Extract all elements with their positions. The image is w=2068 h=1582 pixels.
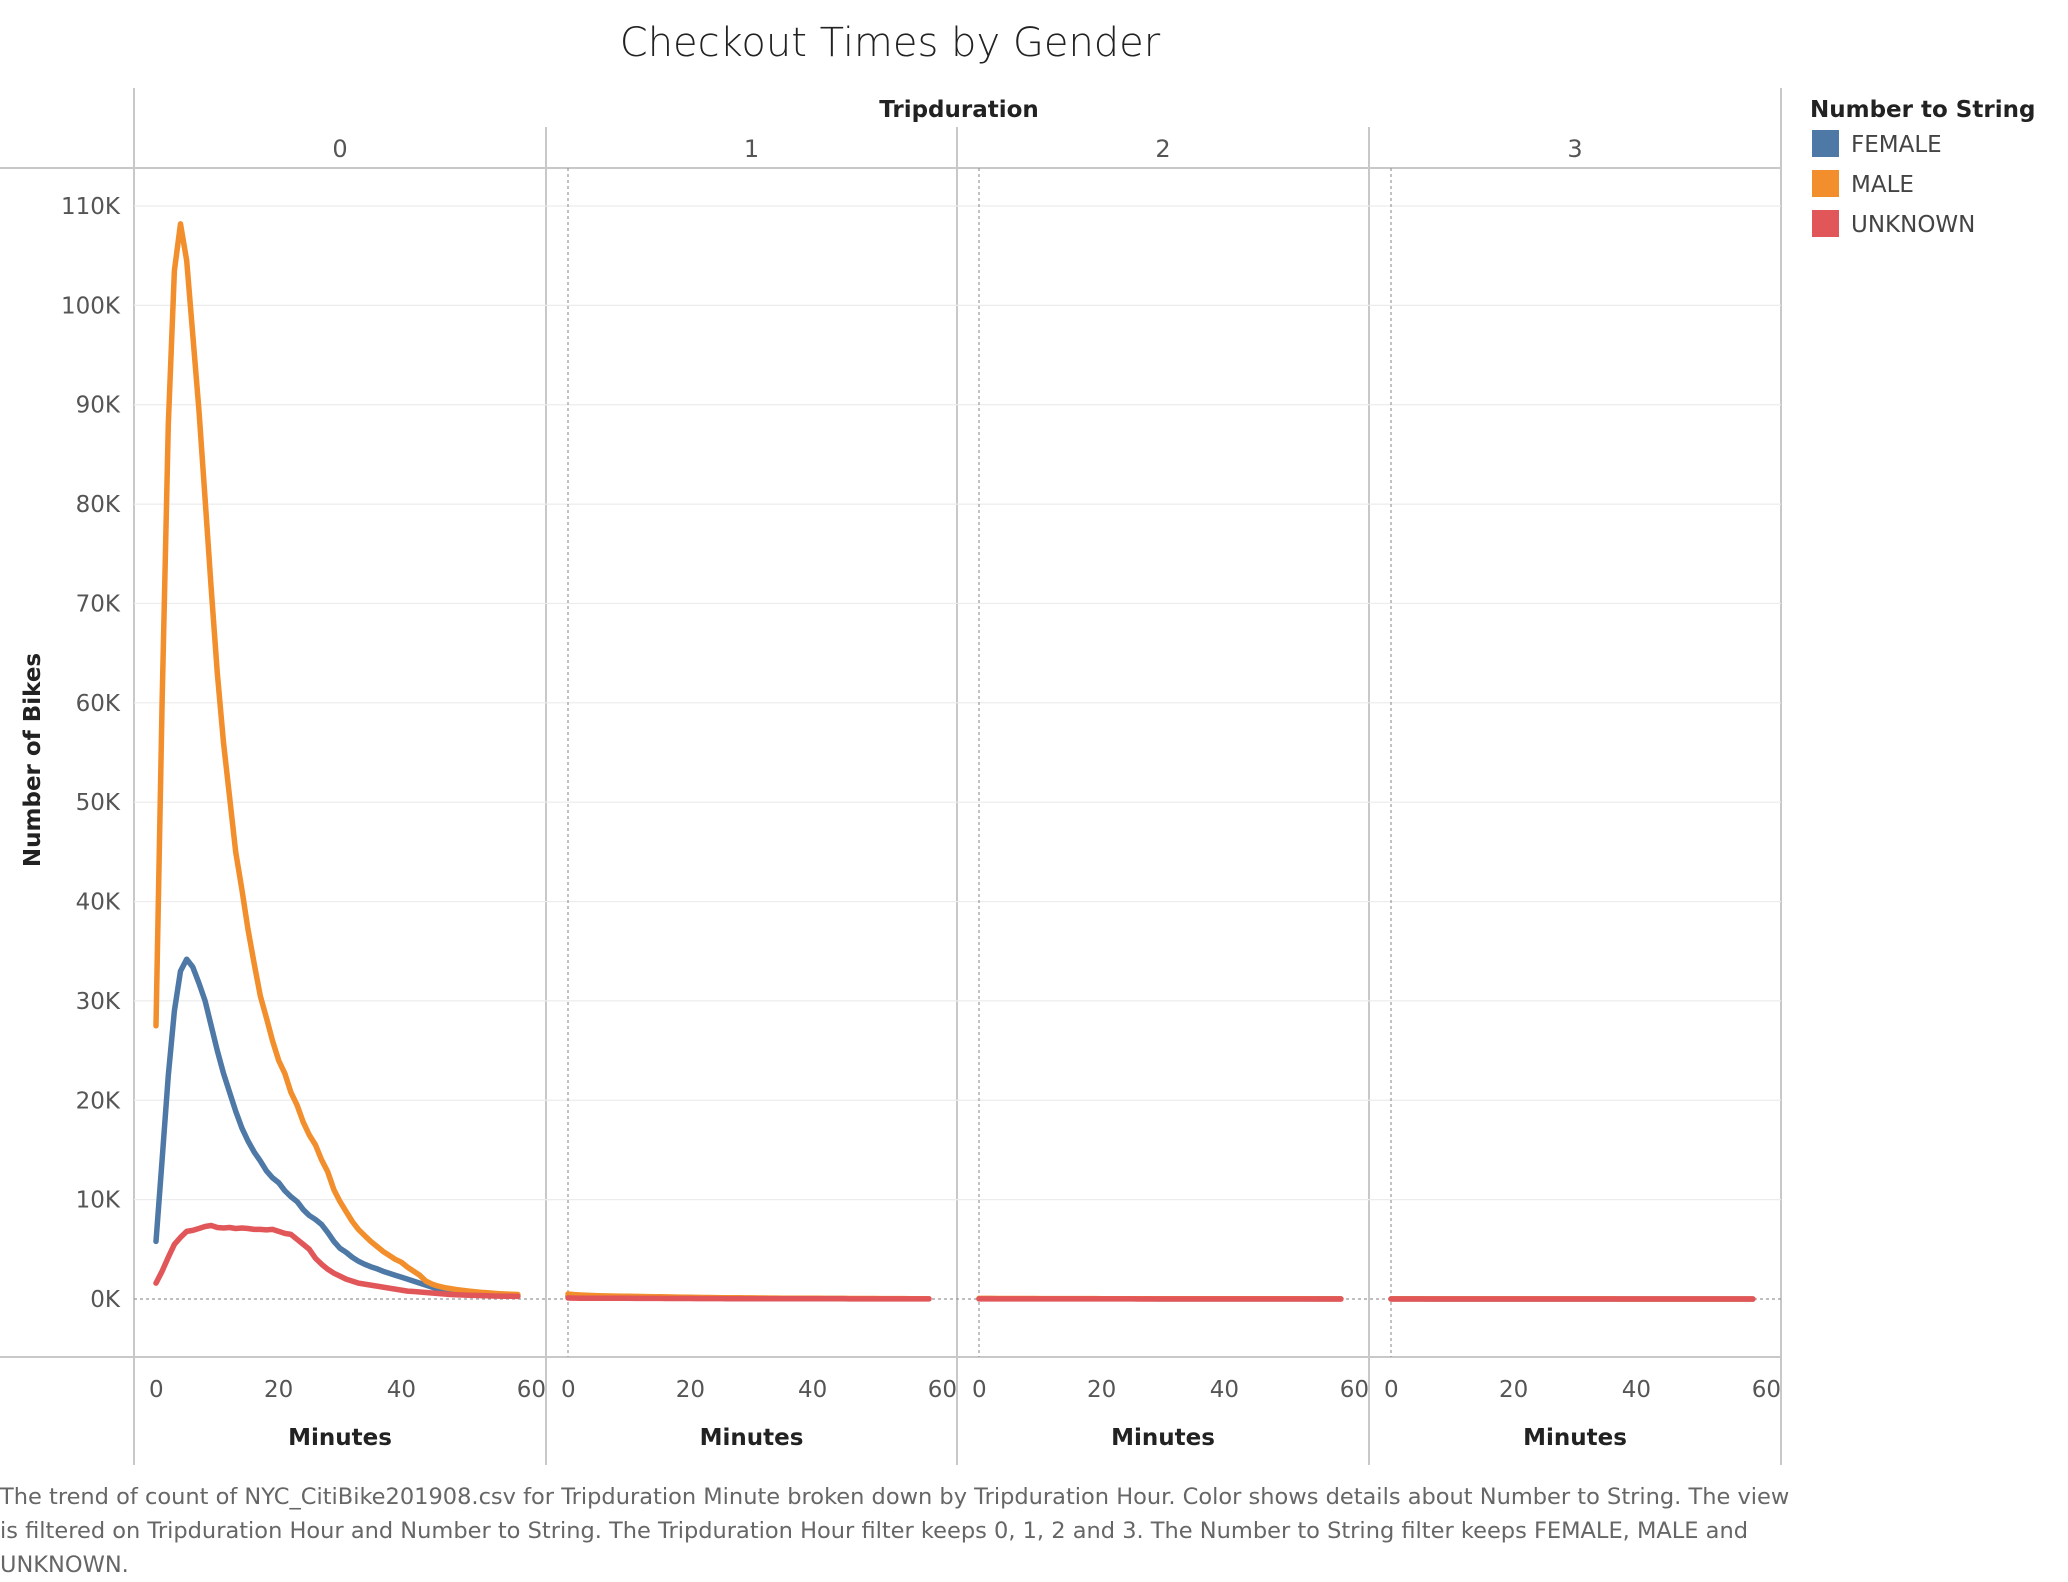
x-tick-label: 20 xyxy=(676,1377,705,1403)
x-axis-title: Minutes xyxy=(1111,1425,1215,1451)
y-tick-label: 30K xyxy=(76,989,121,1015)
y-tick-label: 10K xyxy=(76,1188,121,1214)
x-tick-label: 60 xyxy=(928,1377,957,1403)
x-axis-title: Minutes xyxy=(700,1425,804,1451)
chart-frame xyxy=(0,88,1781,1465)
x-tick-label: 20 xyxy=(264,1377,293,1403)
facet-label: 0 xyxy=(332,135,347,163)
y-tick-label: 40K xyxy=(76,890,121,916)
x-axes: 0 20 40 60 Minutes 0 20 40 60 Minutes 0 20 40 60 Minut… xyxy=(149,1377,1781,1451)
y-tick-label: 80K xyxy=(76,492,121,518)
x-axis-title: Minutes xyxy=(288,1425,392,1451)
legend-label-male: MALE xyxy=(1851,172,1914,198)
facet-header-title: Tripduration xyxy=(879,97,1039,123)
legend[interactable]: Number to String FEMALE MALE UNKNOWN xyxy=(1810,97,2035,238)
chart-title: Checkout Times by Gender xyxy=(620,20,1161,66)
x-tick-label: 0 xyxy=(561,1377,576,1403)
series-line-male-panel-0 xyxy=(156,224,518,1295)
legend-title: Number to String xyxy=(1810,97,2035,123)
y-axis-title: Number of Bikes xyxy=(20,653,46,867)
x-tick-label: 40 xyxy=(387,1377,416,1403)
series-line-female-panel-0 xyxy=(156,959,518,1296)
legend-label-unknown: UNKNOWN xyxy=(1851,212,1975,238)
x-tick-label: 0 xyxy=(972,1377,987,1403)
x-tick-label: 20 xyxy=(1087,1377,1116,1403)
series-line-unknown-panel-0 xyxy=(156,1226,518,1297)
x-tick-label: 0 xyxy=(149,1377,164,1403)
facet-panels: 0 1 2 3 xyxy=(156,135,1753,1299)
x-tick-label: 60 xyxy=(1340,1377,1369,1403)
x-tick-label: 60 xyxy=(1752,1377,1781,1403)
series-line-unknown-panel-1 xyxy=(568,1298,929,1299)
y-tick-label: 0K xyxy=(90,1287,121,1313)
y-tick-label: 70K xyxy=(76,591,121,617)
y-axis: 0K 10K 20K 30K 40K 50K 60K 70K 80K 90K 100K 110K xyxy=(61,194,121,1313)
legend-swatch-male xyxy=(1812,170,1839,197)
legend-label-female: FEMALE xyxy=(1851,132,1942,158)
x-tick-label: 40 xyxy=(798,1377,827,1403)
legend-swatch-female xyxy=(1812,130,1839,157)
x-tick-label: 0 xyxy=(1384,1377,1399,1403)
x-tick-label: 60 xyxy=(517,1377,546,1403)
facet-label: 1 xyxy=(744,135,759,163)
x-axis-title: Minutes xyxy=(1523,1425,1627,1451)
y-tick-label: 20K xyxy=(76,1088,121,1114)
y-tick-label: 110K xyxy=(61,194,121,220)
y-tick-label: 100K xyxy=(61,293,121,319)
y-tick-label: 60K xyxy=(76,691,121,717)
x-tick-label: 40 xyxy=(1210,1377,1239,1403)
y-tick-label: 90K xyxy=(76,393,121,419)
y-tick-label: 50K xyxy=(76,790,121,816)
x-tick-label: 20 xyxy=(1499,1377,1528,1403)
facet-label: 3 xyxy=(1567,135,1582,163)
chart-caption: The trend of count of NYC_CitiBike201908… xyxy=(0,1480,1790,1582)
facet-label: 2 xyxy=(1155,135,1170,163)
x-tick-label: 40 xyxy=(1622,1377,1651,1403)
legend-swatch-unknown xyxy=(1812,210,1839,237)
